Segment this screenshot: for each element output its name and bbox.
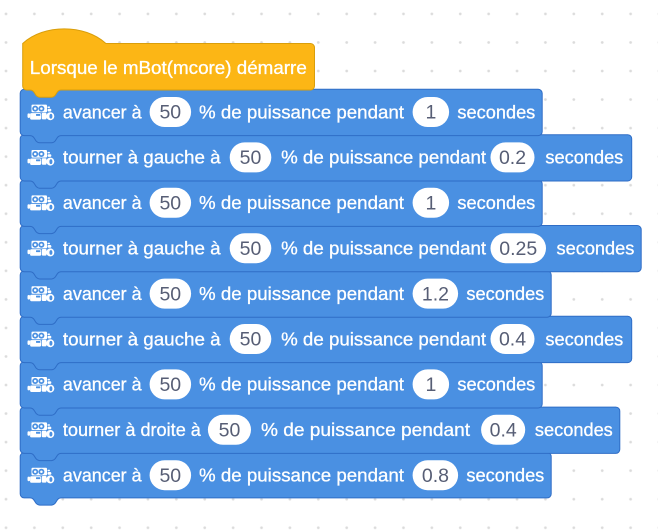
svg-text:secondes: secondes xyxy=(535,420,613,440)
svg-text:50: 50 xyxy=(240,147,262,169)
svg-text:avancer à: avancer à xyxy=(63,466,143,486)
svg-text:secondes: secondes xyxy=(457,375,535,395)
svg-text:avancer à: avancer à xyxy=(63,375,143,395)
svg-text:50: 50 xyxy=(159,193,181,215)
svg-text:0.8: 0.8 xyxy=(422,465,449,487)
svg-text:tourner à gauche à: tourner à gauche à xyxy=(63,148,222,168)
svg-text:% de puissance pendant: % de puissance pendant xyxy=(199,193,404,213)
svg-text:tourner à droite à: tourner à droite à xyxy=(63,420,202,440)
svg-text:secondes: secondes xyxy=(457,102,535,122)
svg-text:secondes: secondes xyxy=(557,239,635,259)
svg-text:avancer à: avancer à xyxy=(63,102,143,122)
svg-text:secondes: secondes xyxy=(457,193,535,213)
svg-text:% de puissance pendant: % de puissance pendant xyxy=(261,420,470,440)
svg-text:avancer à: avancer à xyxy=(63,284,143,304)
svg-text:% de puissance pendant: % de puissance pendant xyxy=(281,239,486,259)
svg-text:1.2: 1.2 xyxy=(422,283,449,305)
svg-text:0.4: 0.4 xyxy=(490,420,517,442)
svg-text:secondes: secondes xyxy=(545,329,623,349)
svg-text:50: 50 xyxy=(159,465,181,487)
svg-text:% de puissance pendant: % de puissance pendant xyxy=(199,284,404,304)
svg-text:50: 50 xyxy=(159,102,181,124)
svg-text:50: 50 xyxy=(240,329,262,351)
svg-text:secondes: secondes xyxy=(466,284,544,304)
svg-text:% de puissance pendant: % de puissance pendant xyxy=(199,466,404,486)
svg-text:50: 50 xyxy=(240,238,262,260)
svg-text:1: 1 xyxy=(425,374,436,396)
svg-text:% de puissance pendant: % de puissance pendant xyxy=(281,329,486,349)
svg-text:50: 50 xyxy=(219,420,241,442)
svg-text:tourner à gauche à: tourner à gauche à xyxy=(63,329,222,349)
svg-text:0.2: 0.2 xyxy=(499,147,526,169)
svg-text:0.4: 0.4 xyxy=(499,329,526,351)
svg-text:0.25: 0.25 xyxy=(499,238,537,260)
svg-text:secondes: secondes xyxy=(466,466,544,486)
svg-text:% de puissance pendant: % de puissance pendant xyxy=(281,148,486,168)
svg-text:avancer à: avancer à xyxy=(63,193,143,213)
svg-text:Lorsque le mBot(mcore) démarre: Lorsque le mBot(mcore) démarre xyxy=(30,58,307,78)
svg-text:50: 50 xyxy=(159,283,181,305)
svg-text:secondes: secondes xyxy=(545,148,623,168)
svg-text:% de puissance pendant: % de puissance pendant xyxy=(199,102,404,122)
svg-text:% de puissance pendant: % de puissance pendant xyxy=(199,375,404,395)
svg-text:1: 1 xyxy=(425,193,436,215)
svg-text:1: 1 xyxy=(425,102,436,124)
svg-text:tourner à gauche à: tourner à gauche à xyxy=(63,239,222,259)
svg-text:50: 50 xyxy=(159,374,181,396)
